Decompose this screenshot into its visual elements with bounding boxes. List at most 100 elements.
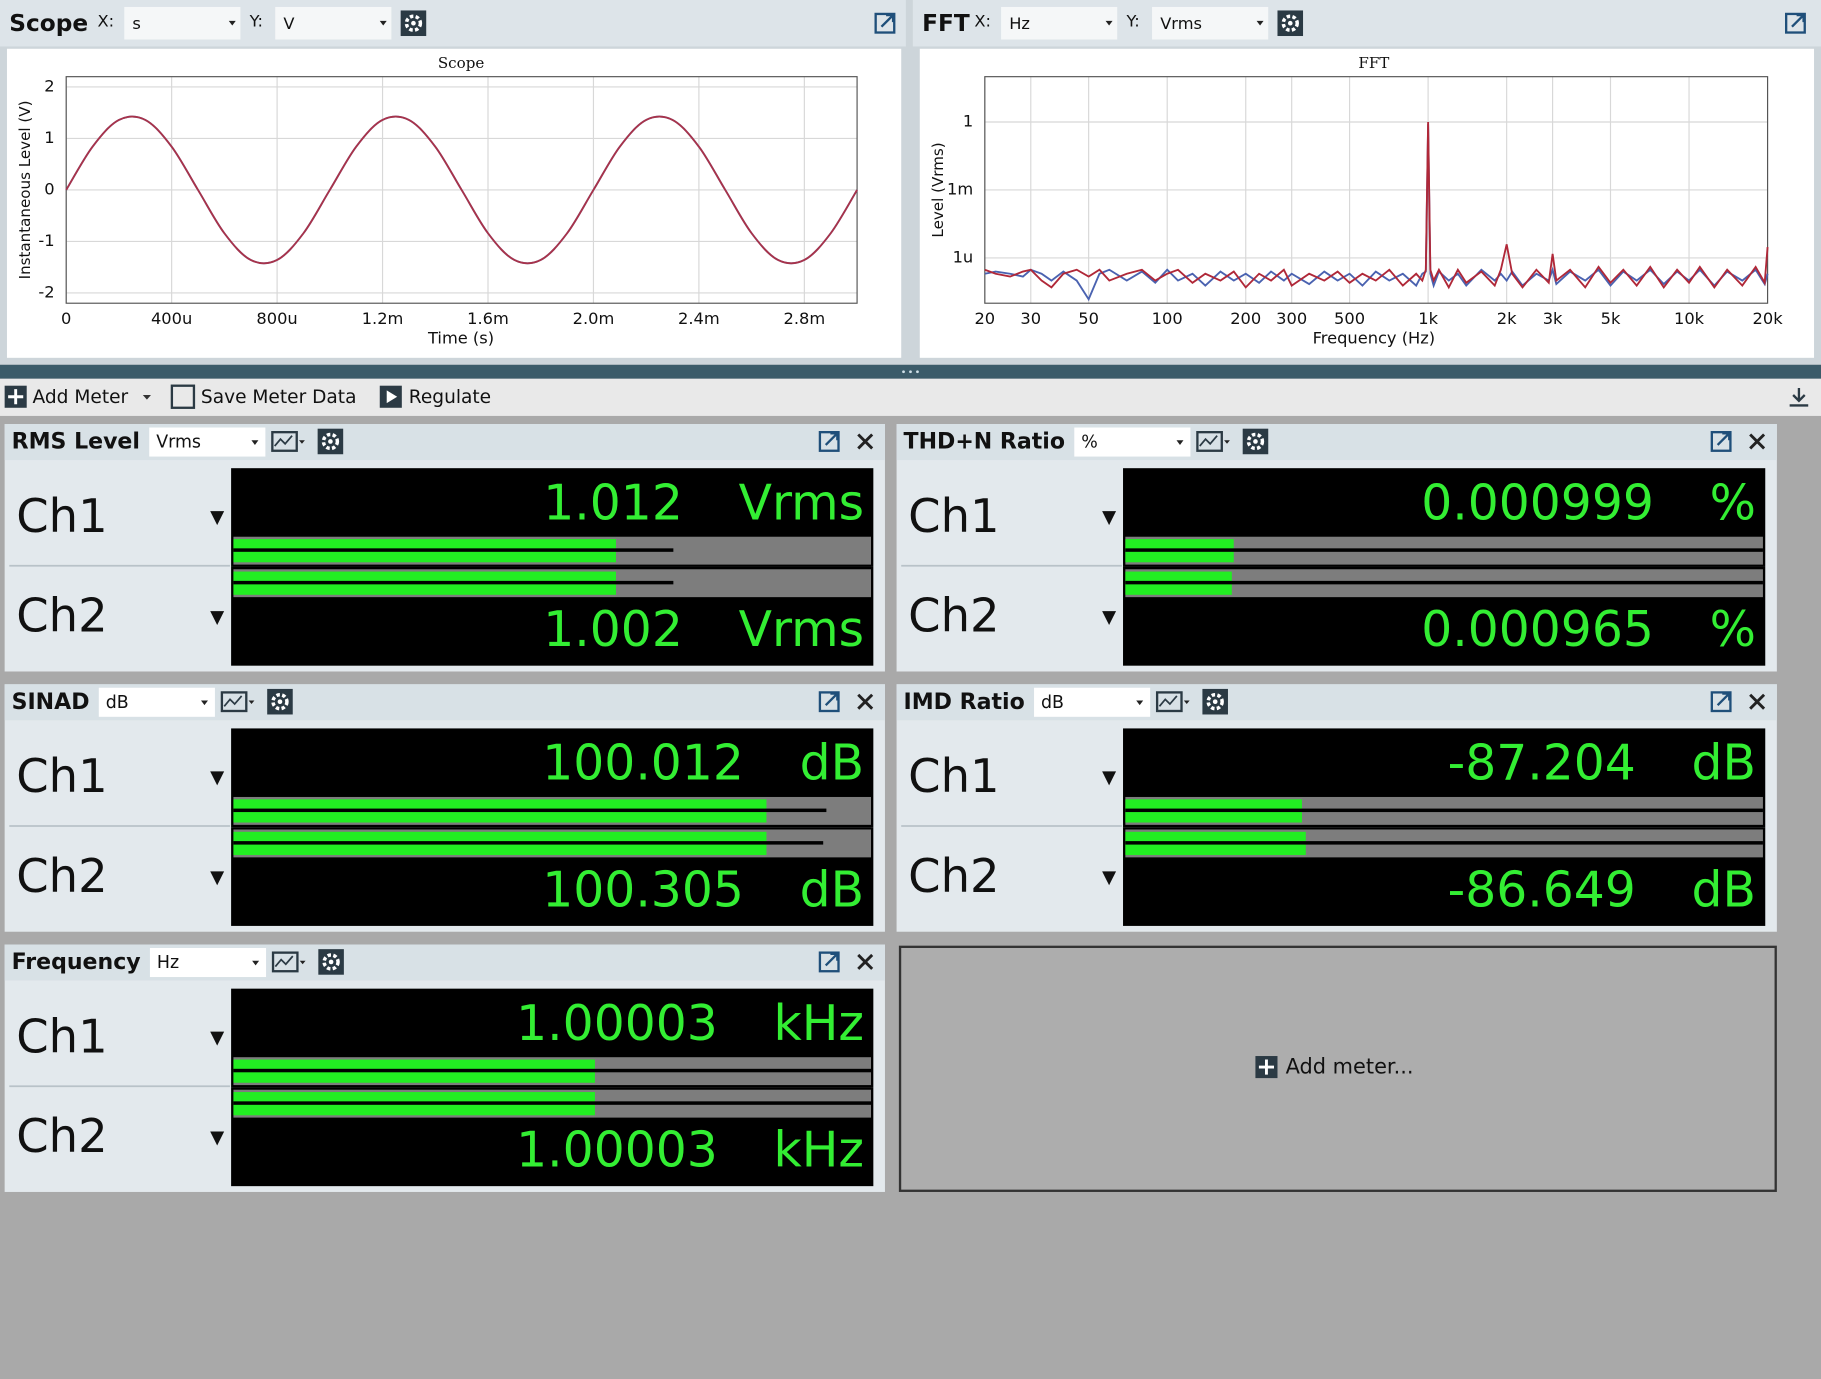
- dropdown-arrow[interactable]: [1256, 20, 1264, 26]
- settings-icon[interactable]: [1246, 432, 1265, 451]
- dropdown-arrow[interactable]: [299, 960, 306, 965]
- unit-dropdown-value[interactable]: Hz: [157, 953, 179, 973]
- channel-menu-arrow[interactable]: [1102, 871, 1117, 886]
- popout-arrow[interactable]: [880, 13, 895, 28]
- dropdown-value[interactable]: V: [283, 14, 294, 33]
- close-button[interactable]: [1749, 693, 1766, 710]
- popout-arrow[interactable]: [824, 692, 839, 707]
- settings-icon[interactable]: [277, 699, 283, 705]
- graph-button[interactable]: [1155, 691, 1183, 713]
- plot-frame: [984, 76, 1769, 304]
- graph-icon[interactable]: [274, 955, 294, 968]
- channel-menu-arrow[interactable]: [1102, 611, 1117, 626]
- dropdown-arrow[interactable]: [1176, 440, 1184, 445]
- unit-dropdown-value[interactable]: %: [1081, 433, 1098, 453]
- popout-arrow[interactable]: [824, 952, 839, 967]
- toolbar-button[interactable]: Regulate: [409, 387, 491, 408]
- unit-dropdown[interactable]: [1074, 427, 1191, 457]
- settings-icon[interactable]: [411, 20, 416, 26]
- popout-button[interactable]: [818, 431, 840, 452]
- popout-arrow[interactable]: [1716, 692, 1731, 707]
- popout-arrow[interactable]: [824, 432, 839, 446]
- graph-button[interactable]: [1196, 431, 1223, 452]
- graph-button[interactable]: [271, 431, 298, 452]
- unit-dropdown[interactable]: [98, 687, 215, 717]
- dropdown-arrow[interactable]: [1136, 700, 1144, 706]
- unit-dropdown[interactable]: [149, 947, 267, 978]
- channel-menu-arrow[interactable]: [210, 611, 225, 626]
- dropdown-arrow[interactable]: [228, 20, 236, 26]
- graph-icon[interactable]: [1158, 695, 1178, 707]
- unit-dropdown[interactable]: [149, 427, 266, 457]
- dropdown-value[interactable]: s: [132, 14, 140, 33]
- save-icon[interactable]: [170, 384, 196, 409]
- settings-icon[interactable]: [322, 953, 340, 971]
- dropdown-arrow[interactable]: [379, 20, 387, 26]
- settings-icon[interactable]: [1212, 699, 1218, 705]
- settings-icon[interactable]: [328, 439, 333, 444]
- settings-icon[interactable]: [1253, 439, 1258, 444]
- close-button[interactable]: [857, 693, 874, 710]
- unit-dropdown-value[interactable]: dB: [106, 693, 129, 713]
- meter-title: THD+N Ratio: [904, 430, 1065, 455]
- close-button[interactable]: [857, 433, 874, 450]
- dropdown[interactable]: [275, 6, 392, 40]
- settings-icon[interactable]: [271, 692, 289, 711]
- dropdown-value[interactable]: Vrms: [1160, 14, 1202, 33]
- channel-menu-arrow[interactable]: [210, 511, 225, 526]
- dropdown-arrow[interactable]: [1105, 20, 1113, 26]
- settings-icon[interactable]: [328, 959, 334, 965]
- channel-menu-arrow[interactable]: [210, 771, 225, 786]
- toolbar-button[interactable]: Add Meter: [33, 387, 129, 408]
- dropdown-arrow[interactable]: [251, 440, 259, 445]
- dropdown-arrow[interactable]: [248, 700, 255, 705]
- unit-dropdown-value[interactable]: Vrms: [156, 433, 201, 453]
- unit-dropdown[interactable]: [1034, 687, 1151, 717]
- dropdown-arrow[interactable]: [142, 394, 151, 400]
- settings-icon[interactable]: [404, 14, 423, 32]
- add-meter-button[interactable]: Add meter...: [1286, 1055, 1414, 1079]
- graph-button[interactable]: [271, 951, 299, 973]
- close-button[interactable]: [857, 953, 874, 970]
- add-icon-plus[interactable]: [1258, 1059, 1275, 1075]
- close-button[interactable]: [1749, 433, 1766, 450]
- dropdown[interactable]: [124, 6, 241, 40]
- popout-button[interactable]: [1710, 431, 1732, 452]
- settings-icon[interactable]: [321, 432, 340, 451]
- toolbar-button[interactable]: Save Meter Data: [201, 387, 357, 408]
- popout-button[interactable]: [1784, 12, 1806, 34]
- dropdown-value[interactable]: Hz: [1009, 14, 1030, 33]
- channel-menu-arrow[interactable]: [1102, 511, 1117, 526]
- popout-button[interactable]: [874, 12, 896, 34]
- dropdown[interactable]: [1001, 6, 1118, 40]
- reading-value: -86.649: [1448, 861, 1636, 918]
- y-tick-label: 1m: [947, 179, 973, 198]
- dropdown-arrow[interactable]: [252, 960, 260, 966]
- popout-arrow[interactable]: [1716, 432, 1731, 446]
- popout-button[interactable]: [818, 951, 840, 973]
- settings-icon[interactable]: [1206, 692, 1224, 711]
- dropdown-arrow[interactable]: [200, 700, 208, 706]
- regulate-icon-play[interactable]: [386, 390, 398, 404]
- popout-arrow[interactable]: [1791, 13, 1805, 28]
- graph-button[interactable]: [220, 691, 248, 713]
- popout-button[interactable]: [1710, 691, 1732, 713]
- graph-icon[interactable]: [273, 435, 293, 447]
- add-meter-slot[interactable]: [898, 945, 1777, 1192]
- add-icon-plus[interactable]: [8, 389, 24, 405]
- graph-icon[interactable]: [223, 695, 243, 707]
- channel-menu-arrow[interactable]: [210, 871, 225, 886]
- settings-icon[interactable]: [1287, 20, 1293, 26]
- dropdown-arrow[interactable]: [1224, 440, 1230, 444]
- channel-menu-arrow[interactable]: [210, 1031, 225, 1046]
- unit-dropdown-value[interactable]: dB: [1041, 693, 1064, 713]
- settings-icon[interactable]: [1281, 14, 1299, 32]
- download-icon[interactable]: [1789, 388, 1809, 407]
- channel-menu-arrow[interactable]: [210, 1131, 225, 1146]
- popout-button[interactable]: [818, 691, 840, 713]
- dropdown[interactable]: [1152, 6, 1269, 40]
- graph-icon[interactable]: [1199, 435, 1218, 447]
- dropdown-arrow[interactable]: [1183, 700, 1190, 705]
- channel-menu-arrow[interactable]: [1102, 771, 1117, 786]
- dropdown-arrow[interactable]: [299, 440, 305, 444]
